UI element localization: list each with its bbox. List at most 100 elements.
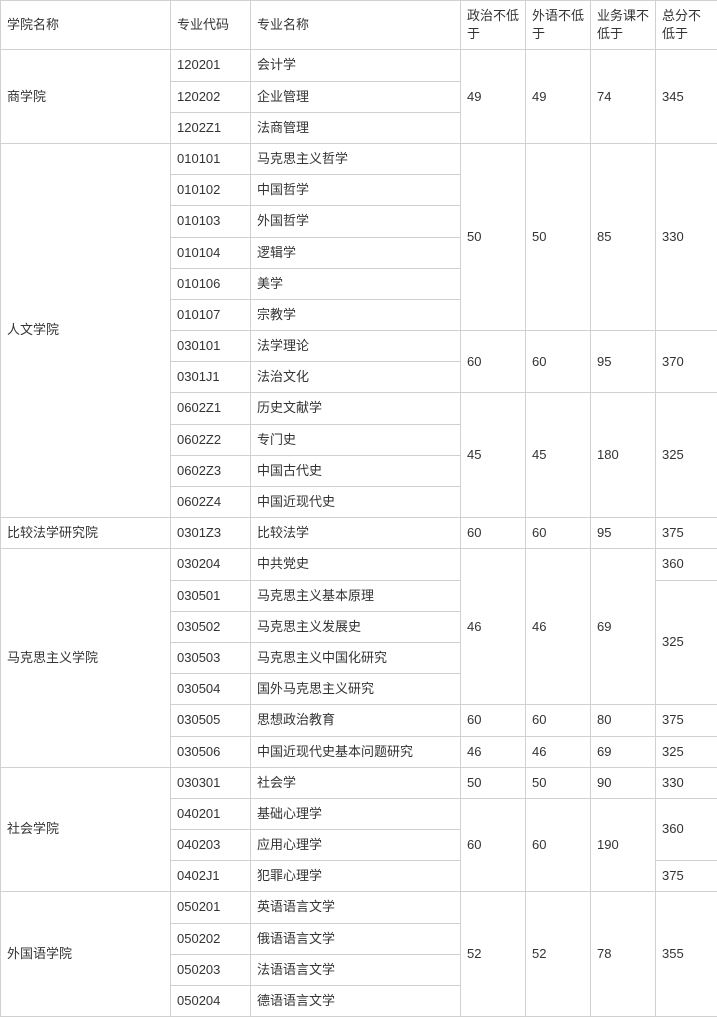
code-cell: 0602Z1 [171, 393, 251, 424]
code-cell: 030506 [171, 736, 251, 767]
score-cell: 52 [526, 892, 591, 1017]
major-cell: 中国近现代史基本问题研究 [251, 736, 461, 767]
score-cell: 375 [656, 705, 717, 736]
score-cell: 60 [461, 518, 526, 549]
header-business: 业务课不低于 [591, 1, 656, 50]
code-cell: 030502 [171, 611, 251, 642]
major-cell: 思想政治教育 [251, 705, 461, 736]
score-cell: 330 [656, 143, 717, 330]
score-cell: 45 [461, 393, 526, 518]
score-cell: 60 [526, 705, 591, 736]
score-cell: 60 [526, 331, 591, 393]
code-cell: 030504 [171, 674, 251, 705]
score-cell: 355 [656, 892, 717, 1017]
header-major-code: 专业代码 [171, 1, 251, 50]
score-cell: 90 [591, 767, 656, 798]
score-cell: 50 [526, 767, 591, 798]
score-cell: 46 [461, 549, 526, 705]
code-cell: 050202 [171, 923, 251, 954]
major-cell: 中共党史 [251, 549, 461, 580]
score-cell: 330 [656, 767, 717, 798]
code-cell: 010101 [171, 143, 251, 174]
major-cell: 法治文化 [251, 362, 461, 393]
major-cell: 专门史 [251, 424, 461, 455]
code-cell: 050203 [171, 954, 251, 985]
score-cell: 49 [526, 50, 591, 144]
major-cell: 基础心理学 [251, 798, 461, 829]
major-cell: 外国哲学 [251, 206, 461, 237]
major-cell: 社会学 [251, 767, 461, 798]
score-cell: 345 [656, 50, 717, 144]
code-cell: 010103 [171, 206, 251, 237]
header-college: 学院名称 [1, 1, 171, 50]
code-cell: 030503 [171, 642, 251, 673]
score-cell: 325 [656, 736, 717, 767]
college-cell: 社会学院 [1, 767, 171, 892]
code-cell: 050201 [171, 892, 251, 923]
code-cell: 030101 [171, 331, 251, 362]
major-cell: 比较法学 [251, 518, 461, 549]
major-cell: 马克思主义哲学 [251, 143, 461, 174]
code-cell: 040201 [171, 798, 251, 829]
code-cell: 0301Z3 [171, 518, 251, 549]
college-cell: 外国语学院 [1, 892, 171, 1017]
score-cell: 325 [656, 393, 717, 518]
code-cell: 010107 [171, 299, 251, 330]
major-cell: 逻辑学 [251, 237, 461, 268]
score-cell: 360 [656, 798, 717, 860]
score-cell: 190 [591, 798, 656, 892]
score-cell: 370 [656, 331, 717, 393]
score-cell: 46 [461, 736, 526, 767]
college-cell: 比较法学研究院 [1, 518, 171, 549]
score-cell: 375 [656, 518, 717, 549]
code-cell: 1202Z1 [171, 112, 251, 143]
code-cell: 050204 [171, 986, 251, 1017]
major-cell: 德语语言文学 [251, 986, 461, 1017]
code-cell: 010104 [171, 237, 251, 268]
score-cell: 60 [461, 798, 526, 892]
major-cell: 会计学 [251, 50, 461, 81]
major-cell: 马克思主义中国化研究 [251, 642, 461, 673]
code-cell: 0301J1 [171, 362, 251, 393]
score-cell: 46 [526, 736, 591, 767]
header-major-name: 专业名称 [251, 1, 461, 50]
score-cell: 50 [461, 143, 526, 330]
score-cell: 45 [526, 393, 591, 518]
header-foreign: 外语不低于 [526, 1, 591, 50]
code-cell: 040203 [171, 830, 251, 861]
college-cell: 人文学院 [1, 143, 171, 517]
score-cell: 360 [656, 549, 717, 580]
score-cell: 325 [656, 580, 717, 705]
code-cell: 0602Z4 [171, 487, 251, 518]
college-cell: 马克思主义学院 [1, 549, 171, 767]
score-cell: 95 [591, 518, 656, 549]
score-cell: 50 [461, 767, 526, 798]
code-cell: 010102 [171, 175, 251, 206]
major-cell: 国外马克思主义研究 [251, 674, 461, 705]
major-cell: 法学理论 [251, 331, 461, 362]
major-cell: 中国古代史 [251, 455, 461, 486]
major-cell: 中国哲学 [251, 175, 461, 206]
major-cell: 美学 [251, 268, 461, 299]
code-cell: 010106 [171, 268, 251, 299]
code-cell: 0602Z2 [171, 424, 251, 455]
code-cell: 030204 [171, 549, 251, 580]
score-cell: 60 [461, 331, 526, 393]
major-cell: 历史文献学 [251, 393, 461, 424]
major-cell: 法商管理 [251, 112, 461, 143]
major-cell: 俄语语言文学 [251, 923, 461, 954]
major-cell: 宗教学 [251, 299, 461, 330]
score-cell: 52 [461, 892, 526, 1017]
code-cell: 0602Z3 [171, 455, 251, 486]
college-cell: 商学院 [1, 50, 171, 144]
header-total: 总分不低于 [656, 1, 717, 50]
header-politics: 政治不低于 [461, 1, 526, 50]
score-cell: 74 [591, 50, 656, 144]
score-cell: 60 [526, 518, 591, 549]
score-cell: 69 [591, 736, 656, 767]
score-cell: 375 [656, 861, 717, 892]
score-cell: 78 [591, 892, 656, 1017]
score-cell: 46 [526, 549, 591, 705]
score-cell: 69 [591, 549, 656, 705]
score-cell: 60 [461, 705, 526, 736]
